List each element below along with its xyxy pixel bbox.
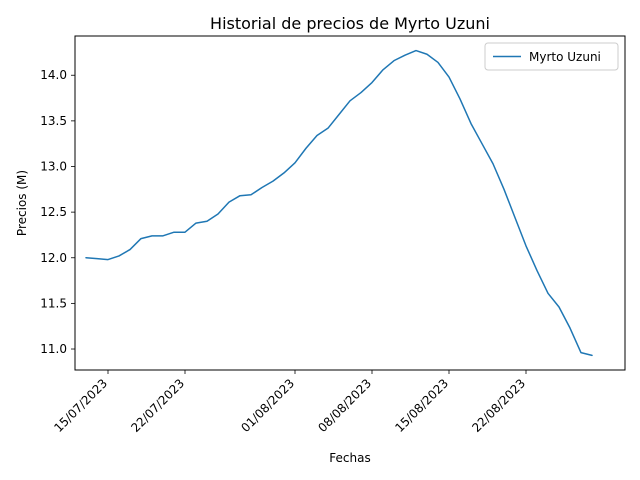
plot-area bbox=[75, 36, 625, 370]
y-tick-label: 11.5 bbox=[40, 296, 67, 310]
plot-frame bbox=[74, 35, 626, 371]
x-tick-label: 15/07/2023 bbox=[51, 376, 110, 435]
x-tick-label: 22/07/2023 bbox=[128, 376, 187, 435]
y-axis-label: Precios (M) bbox=[15, 170, 29, 236]
legend-box bbox=[484, 42, 619, 71]
x-tick-label: 15/08/2023 bbox=[392, 376, 451, 435]
series-line-myrto-uzuni bbox=[85, 49, 593, 357]
y-tick-label: 14.0 bbox=[40, 68, 67, 82]
y-tick-label: 12.0 bbox=[40, 251, 67, 265]
x-tick-label: 01/08/2023 bbox=[238, 376, 297, 435]
legend: Myrto Uzuni bbox=[484, 42, 619, 71]
legend-entry-myrto-uzuni: Myrto Uzuni bbox=[529, 50, 601, 64]
y-tick-label: 13.5 bbox=[40, 114, 67, 128]
chart-title: Historial de precios de Myrto Uzuni bbox=[210, 14, 490, 33]
y-tick-label: 12.5 bbox=[40, 205, 67, 219]
y-tick-label: 11.0 bbox=[40, 342, 67, 356]
y-tick-label: 13.0 bbox=[40, 159, 67, 173]
x-tick-label: 08/08/2023 bbox=[315, 376, 374, 435]
x-axis-label: Fechas bbox=[329, 451, 370, 465]
x-tick-label: 22/08/2023 bbox=[469, 376, 528, 435]
